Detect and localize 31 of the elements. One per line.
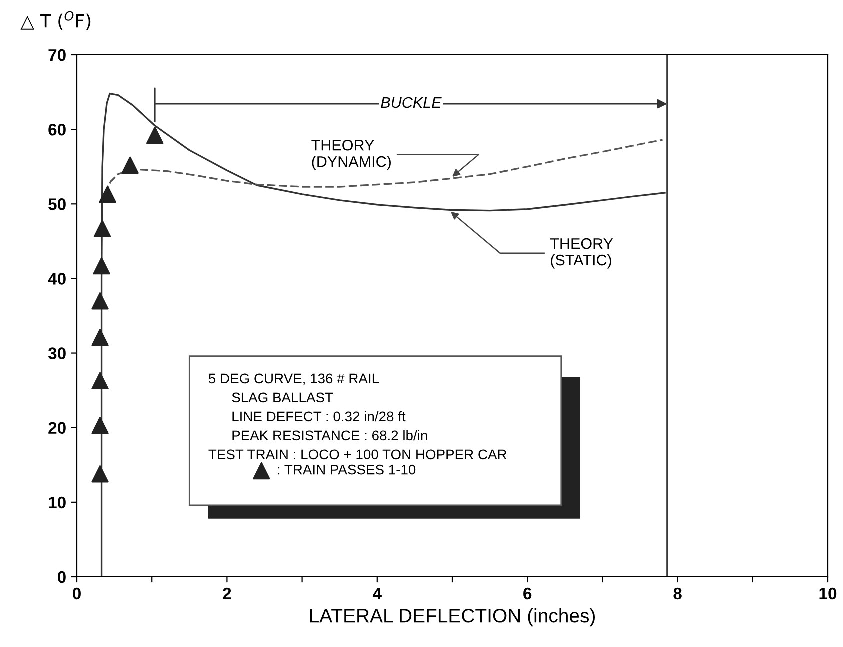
y-tick-label: 20 [48,422,66,434]
annotation: BUCKLE [381,97,442,108]
annotation: THEORY (STATIC) [550,238,614,269]
y-tick-label: 10 [49,496,66,509]
legend-label: : TRAIN PASSES 1-10 [278,464,416,475]
x-tick-label: 0 [73,588,81,600]
point [122,156,139,174]
y-axis-title: △ T ($^{O}$F) [20,11,91,30]
y-tick-label: 40 [48,273,66,285]
point [92,372,109,390]
point [92,329,109,346]
y-tick-label: 70 [48,49,66,62]
point [99,186,116,204]
y-tick-label: 0 [58,571,66,584]
point [94,220,112,238]
point [92,465,109,483]
x-tick-label: 10 [820,588,837,600]
annotation: THEORY (DYNAMIC) [312,140,391,170]
x-tick-label: 6 [524,588,532,600]
x-tick-label: 8 [674,588,682,600]
point [92,292,109,310]
point [146,126,164,144]
x-tick-label: 2 [223,588,232,600]
y-tick-label: 50 [48,198,66,210]
annotation: 5 DEG CURVE, 136 # RAIL SLAG BALLAST LINE DEFECT : 0.32 in/28 ft PEAK RESISTANCE : 68.2 lb/in TEST TRAIN : LOCO + 100 TON HOPPER CAR [208,374,507,460]
x-tick-label: 4 [373,588,382,600]
y-tick-label: 60 [48,124,66,136]
x-axis-title: LATERAL DEFLECTION (inches) [310,608,596,627]
y-tick-label: 30 [48,348,66,360]
point [92,417,109,434]
point [93,257,110,275]
